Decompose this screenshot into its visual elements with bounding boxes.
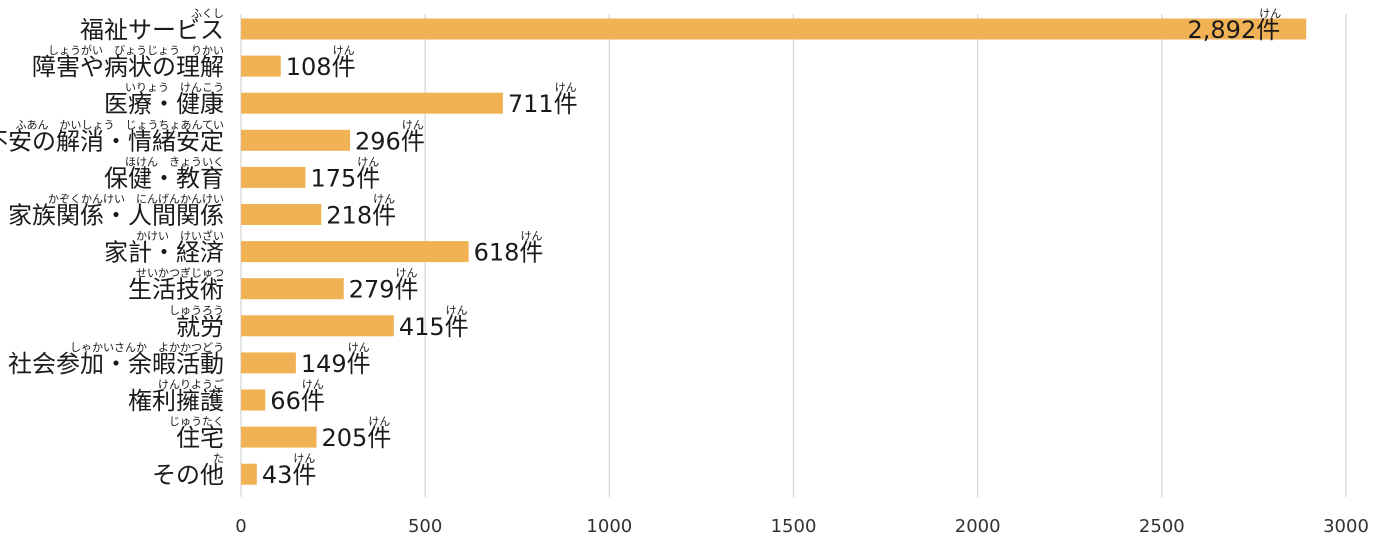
- category-label: 生活技術: [128, 276, 224, 304]
- category-furigana: いりょう けんこう: [125, 81, 224, 94]
- category-furigana: しゃかいさんか よかかつどう: [70, 341, 224, 354]
- value-furigana: けん: [520, 230, 542, 243]
- value-label: 149件: [301, 350, 371, 378]
- category-label: 障害や病状の理解: [32, 53, 224, 81]
- x-tick-label: 2000: [955, 516, 1001, 537]
- bar: [241, 18, 1307, 40]
- value-label: 205件: [322, 424, 392, 452]
- category-label: 住宅: [176, 424, 224, 452]
- x-tick-label: 1000: [586, 516, 632, 537]
- value-furigana: けん: [348, 341, 370, 354]
- category-label: 不安の解消・情緒安定: [0, 127, 224, 155]
- value-furigana: けん: [357, 155, 379, 168]
- value-label: 66件: [270, 387, 325, 415]
- category-label: 家計・経済: [104, 239, 224, 267]
- x-axis-ticks: 0 500 1000 1500 2000 2500 3000: [235, 516, 1369, 537]
- value-furigana: けん: [368, 415, 390, 428]
- value-furigana: けん: [402, 118, 424, 131]
- category-furigana: けんりようご: [158, 377, 224, 391]
- bar: [241, 278, 344, 300]
- x-tick-label: 1500: [771, 516, 817, 537]
- category-label: 保健・教育: [104, 164, 224, 192]
- value-furigana: けん: [446, 304, 468, 317]
- category-label: 医療・健康: [104, 90, 224, 118]
- category-label: 就労: [176, 313, 224, 341]
- bar: [241, 204, 322, 225]
- category-label: 社会参加・余暇活動: [8, 350, 224, 378]
- bar: [241, 129, 351, 151]
- value-labels: 2,892件けん108件けん711件けん296件けん175件けん218件けん61…: [262, 7, 1281, 489]
- value-label: 2,892件: [1188, 16, 1281, 44]
- category-furigana: じゅうたく: [169, 415, 224, 428]
- bar: [241, 352, 296, 374]
- category-label: 権利擁護: [128, 387, 224, 415]
- value-furigana: けん: [373, 193, 395, 206]
- value-label: 296件: [355, 127, 425, 155]
- value-label: 618件: [474, 239, 544, 267]
- bar: [241, 389, 266, 411]
- x-tick-label: 3000: [1323, 516, 1369, 537]
- x-tick-label: 500: [408, 516, 442, 537]
- value-furigana: けん: [555, 81, 577, 94]
- category-furigana: かぞくかんけい にんげんかんけい: [48, 193, 224, 206]
- x-tick-label: 0: [235, 516, 246, 537]
- value-furigana: けん: [302, 378, 324, 391]
- category-furigana: しゅうろう: [169, 304, 224, 317]
- value-furigana: けん: [333, 44, 355, 57]
- category-label: 家族関係・人間関係: [8, 202, 224, 230]
- bar: [241, 463, 257, 485]
- value-label: 175件: [310, 164, 380, 192]
- category-furigana: しょうがい びょうじょう りかい: [48, 43, 224, 57]
- value-furigana: けん: [293, 452, 315, 465]
- value-label: 108件: [286, 53, 356, 81]
- category-furigana: せいかつぎじゅつ: [136, 266, 224, 280]
- bar: [241, 55, 281, 77]
- category-furigana: ふくし: [191, 7, 224, 20]
- bar: [241, 241, 469, 263]
- value-furigana: けん: [396, 267, 418, 280]
- bars: [241, 18, 1307, 485]
- category-furigana: た: [213, 452, 224, 465]
- bar: [241, 426, 317, 448]
- category-furigana: かけい けいざい: [136, 229, 224, 243]
- bar: [241, 315, 394, 337]
- bar: [241, 166, 306, 188]
- value-furigana: けん: [1259, 7, 1281, 20]
- x-tick-label: 2500: [1139, 516, 1185, 537]
- category-label: 福祉サービス: [80, 16, 224, 44]
- value-label: 218件: [326, 202, 396, 230]
- category-furigana: ふあん かいしょう じょうちょあんてい: [16, 118, 224, 131]
- category-label: その他: [152, 461, 224, 489]
- category-furigana: ほけん きょういく: [125, 155, 224, 168]
- value-label: 711件: [508, 90, 578, 118]
- value-label: 279件: [349, 276, 419, 304]
- value-label: 415件: [399, 313, 469, 341]
- bar: [241, 92, 503, 114]
- value-label: 43件: [262, 461, 317, 489]
